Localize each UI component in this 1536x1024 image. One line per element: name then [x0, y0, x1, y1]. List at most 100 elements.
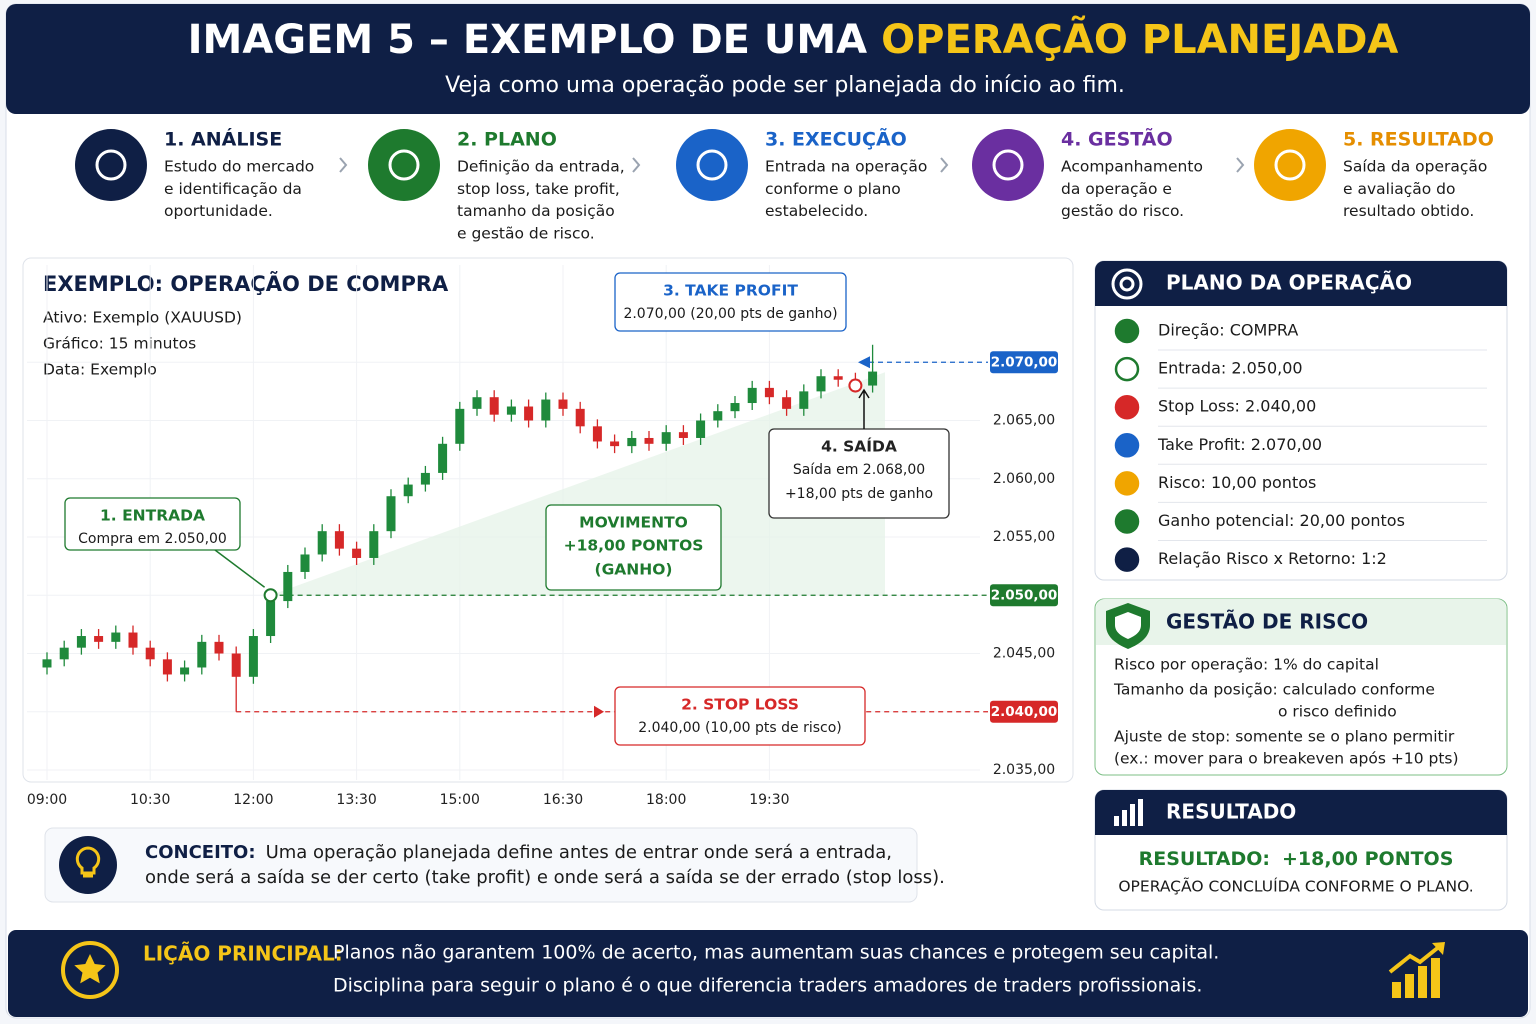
star-icon [61, 941, 119, 999]
annotation-text: +18,00 PONTOS [564, 537, 704, 555]
candle-body [764, 387, 774, 398]
annotation-text: (GANHO) [594, 561, 672, 579]
step-icon-mark [388, 149, 420, 181]
y-tick-label: 2.065,00 [993, 413, 1055, 429]
candle-body [696, 420, 706, 438]
candle-body [868, 371, 878, 386]
candle-body [678, 432, 688, 438]
concept-label: CONCEITO: [145, 842, 256, 863]
step-text: e avaliação do [1343, 180, 1456, 198]
star [74, 954, 106, 984]
annotation-text: 2.070,00 (20,00 pts de ganho) [623, 306, 837, 322]
candle-body [369, 531, 379, 558]
candle-body [317, 531, 327, 555]
annotation-title: 2. STOP LOSS [681, 696, 799, 714]
annotation-box [545, 504, 722, 591]
annotation-box [614, 272, 847, 332]
level-tag [990, 584, 1058, 607]
candle-body [162, 659, 172, 675]
step-text: e identificação da [164, 180, 302, 198]
candle-body [627, 437, 637, 447]
candle-body [747, 387, 757, 404]
concept-line: CONCEITO: Uma operação planejada define a… [145, 842, 892, 863]
bulb-icon [59, 836, 117, 894]
candle-body [197, 641, 207, 668]
result-header [1095, 790, 1507, 835]
header-band [6, 4, 1530, 114]
candle-body [59, 647, 69, 660]
step-icon [972, 129, 1044, 201]
title-highlight: OPERAÇÃO PLANEJADA [881, 14, 1398, 63]
target-inner [1119, 276, 1135, 292]
plan-item: Ganho potencial: 20,00 pontos [1158, 511, 1405, 530]
step-text: da operação e [1061, 180, 1172, 198]
step-icon [1254, 129, 1326, 201]
annotation-title: 4. SAÍDA [821, 437, 897, 456]
x-tick-label: 10:30 [130, 792, 170, 808]
step-text: estabelecido. [765, 202, 868, 220]
step-text: Estudo do mercado [164, 158, 314, 176]
candle-body [420, 472, 430, 485]
step-text: conforme o plano [765, 180, 901, 198]
candle-body [610, 441, 620, 447]
annotation-box [768, 428, 950, 519]
level-tag-label: 2.050,00 [991, 587, 1058, 603]
step-icon-mark [992, 149, 1024, 181]
candle-body [489, 397, 499, 415]
risk-text: Tamanho da posição: calculado conforme [1113, 681, 1435, 699]
x-tick-label: 09:00 [27, 792, 67, 808]
plan-icon [1114, 394, 1140, 420]
step-title: 1. ANÁLISE [164, 128, 282, 151]
step-icon-mark [95, 149, 127, 181]
level-tag [990, 700, 1058, 723]
risk-text: o risco definido [1278, 703, 1397, 721]
annotation-title: 1. ENTRADA [100, 507, 205, 525]
annotation-title: MOVIMENTO [579, 514, 688, 532]
lesson-label: LIÇÃO PRINCIPAL: [143, 942, 343, 966]
step-text: Saída da operação [1343, 158, 1487, 176]
candle-body [111, 632, 121, 642]
candle-body [558, 399, 568, 409]
bulb [75, 846, 101, 878]
candle-body [145, 647, 155, 660]
plan-item: Direção: COMPRA [1158, 321, 1298, 340]
step-text: Acompanhamento [1061, 158, 1203, 176]
plan-icon [1114, 547, 1140, 572]
step-icon-mark [1274, 149, 1306, 181]
risk-text: Risco por operação: 1% do capital [1114, 656, 1379, 674]
level-tag-label: 2.070,00 [991, 354, 1058, 370]
concept-card [44, 827, 918, 903]
exit-marker [848, 378, 863, 393]
plan-card [1094, 260, 1508, 581]
candle-body [283, 571, 293, 602]
header-subtitle: Veja como uma operação pode ser planejad… [445, 73, 1125, 98]
candle-body [575, 408, 585, 427]
concept-text: Uma operação planejada define antes de e… [266, 842, 892, 863]
plan-item: Entrada: 2.050,00 [1158, 359, 1303, 378]
candle-body [94, 636, 104, 642]
candle-body [300, 554, 310, 572]
entry-marker [263, 588, 278, 603]
annotation-box [614, 686, 866, 746]
result-value: +18,00 PONTOS [1282, 848, 1453, 870]
lesson-text: Disciplina para seguir o plano é o que d… [333, 975, 1202, 997]
header-title: IMAGEM 5 – EXEMPLO DE UMA OPERAÇÃO PLANEJ… [188, 14, 1399, 63]
title-main: IMAGEM 5 – EXEMPLO DE UMA [188, 17, 868, 63]
step-text: e gestão de risco. [457, 224, 595, 242]
candle-body [231, 653, 241, 677]
candle-body [266, 601, 276, 637]
candle-body [541, 399, 551, 421]
candle-body [386, 496, 396, 532]
candle-body [438, 443, 448, 473]
x-tick-label: 18:00 [646, 792, 686, 808]
x-tick-label: 12:00 [233, 792, 273, 808]
step-text: oportunidade. [164, 202, 273, 220]
stop-arrow [594, 705, 604, 718]
candle-body [42, 659, 52, 668]
plan-item: Take Profit: 2.070,00 [1157, 435, 1322, 454]
plan-icon [1114, 433, 1140, 458]
level-tag [990, 351, 1058, 374]
x-tick-label: 16:30 [543, 792, 583, 808]
